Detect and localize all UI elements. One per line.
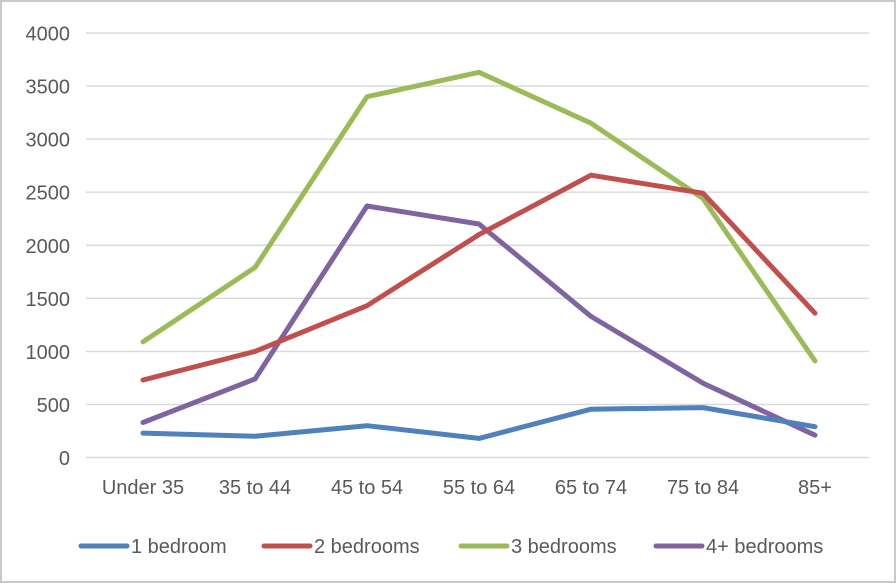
x-axis-labels: Under 35 35 to 44 45 to 54 55 to 64 65 t… bbox=[102, 477, 832, 499]
gridlines bbox=[86, 32, 869, 459]
series-lines bbox=[140, 69, 818, 441]
x-tick-label: Under 35 bbox=[102, 477, 184, 499]
series-line-3-bedrooms bbox=[140, 69, 818, 364]
legend-item-1-bedroom: 1 bedroom bbox=[78, 536, 227, 558]
y-tick-label: 3000 bbox=[26, 130, 71, 152]
y-tick-label: 4000 bbox=[26, 24, 71, 46]
y-tick-label: 1500 bbox=[26, 289, 71, 311]
x-tick-label: 35 to 44 bbox=[219, 477, 291, 499]
series-line-1-bedroom bbox=[140, 405, 818, 441]
y-tick-label: 2000 bbox=[26, 236, 71, 258]
legend-item-3-bedrooms: 3 bedrooms bbox=[458, 536, 617, 558]
y-tick-label: 1000 bbox=[26, 342, 71, 364]
x-tick-label: 65 to 74 bbox=[555, 477, 627, 499]
legend-item-2-bedrooms: 2 bedrooms bbox=[261, 536, 420, 558]
x-tick-label: 75 to 84 bbox=[667, 477, 739, 499]
y-tick-label: 500 bbox=[37, 395, 70, 417]
legend-label-3-bedrooms: 3 bedrooms bbox=[511, 536, 617, 558]
y-tick-label: 0 bbox=[59, 448, 70, 470]
legend-item-4plus-bedrooms: 4+ bedrooms bbox=[653, 536, 823, 558]
x-tick-label: 45 to 54 bbox=[331, 477, 403, 499]
legend-label-4plus-bedrooms: 4+ bedrooms bbox=[706, 536, 823, 558]
legend-label-2-bedrooms: 2 bedrooms bbox=[314, 536, 420, 558]
legend-label-1-bedroom: 1 bedroom bbox=[131, 536, 227, 558]
series-line-2-bedrooms bbox=[140, 172, 818, 383]
x-tick-label: 85+ bbox=[798, 477, 832, 499]
legend: 1 bedroom 2 bedrooms 3 bedrooms 4+ bedro… bbox=[78, 536, 823, 558]
x-tick-label: 55 to 64 bbox=[443, 477, 515, 499]
series-line-4plus-bedrooms bbox=[140, 203, 818, 438]
y-tick-label: 2500 bbox=[26, 183, 71, 205]
y-tick-label: 3500 bbox=[26, 77, 71, 99]
y-axis-labels: 4000 3500 3000 2500 2000 1500 1000 500 0 bbox=[26, 24, 71, 471]
